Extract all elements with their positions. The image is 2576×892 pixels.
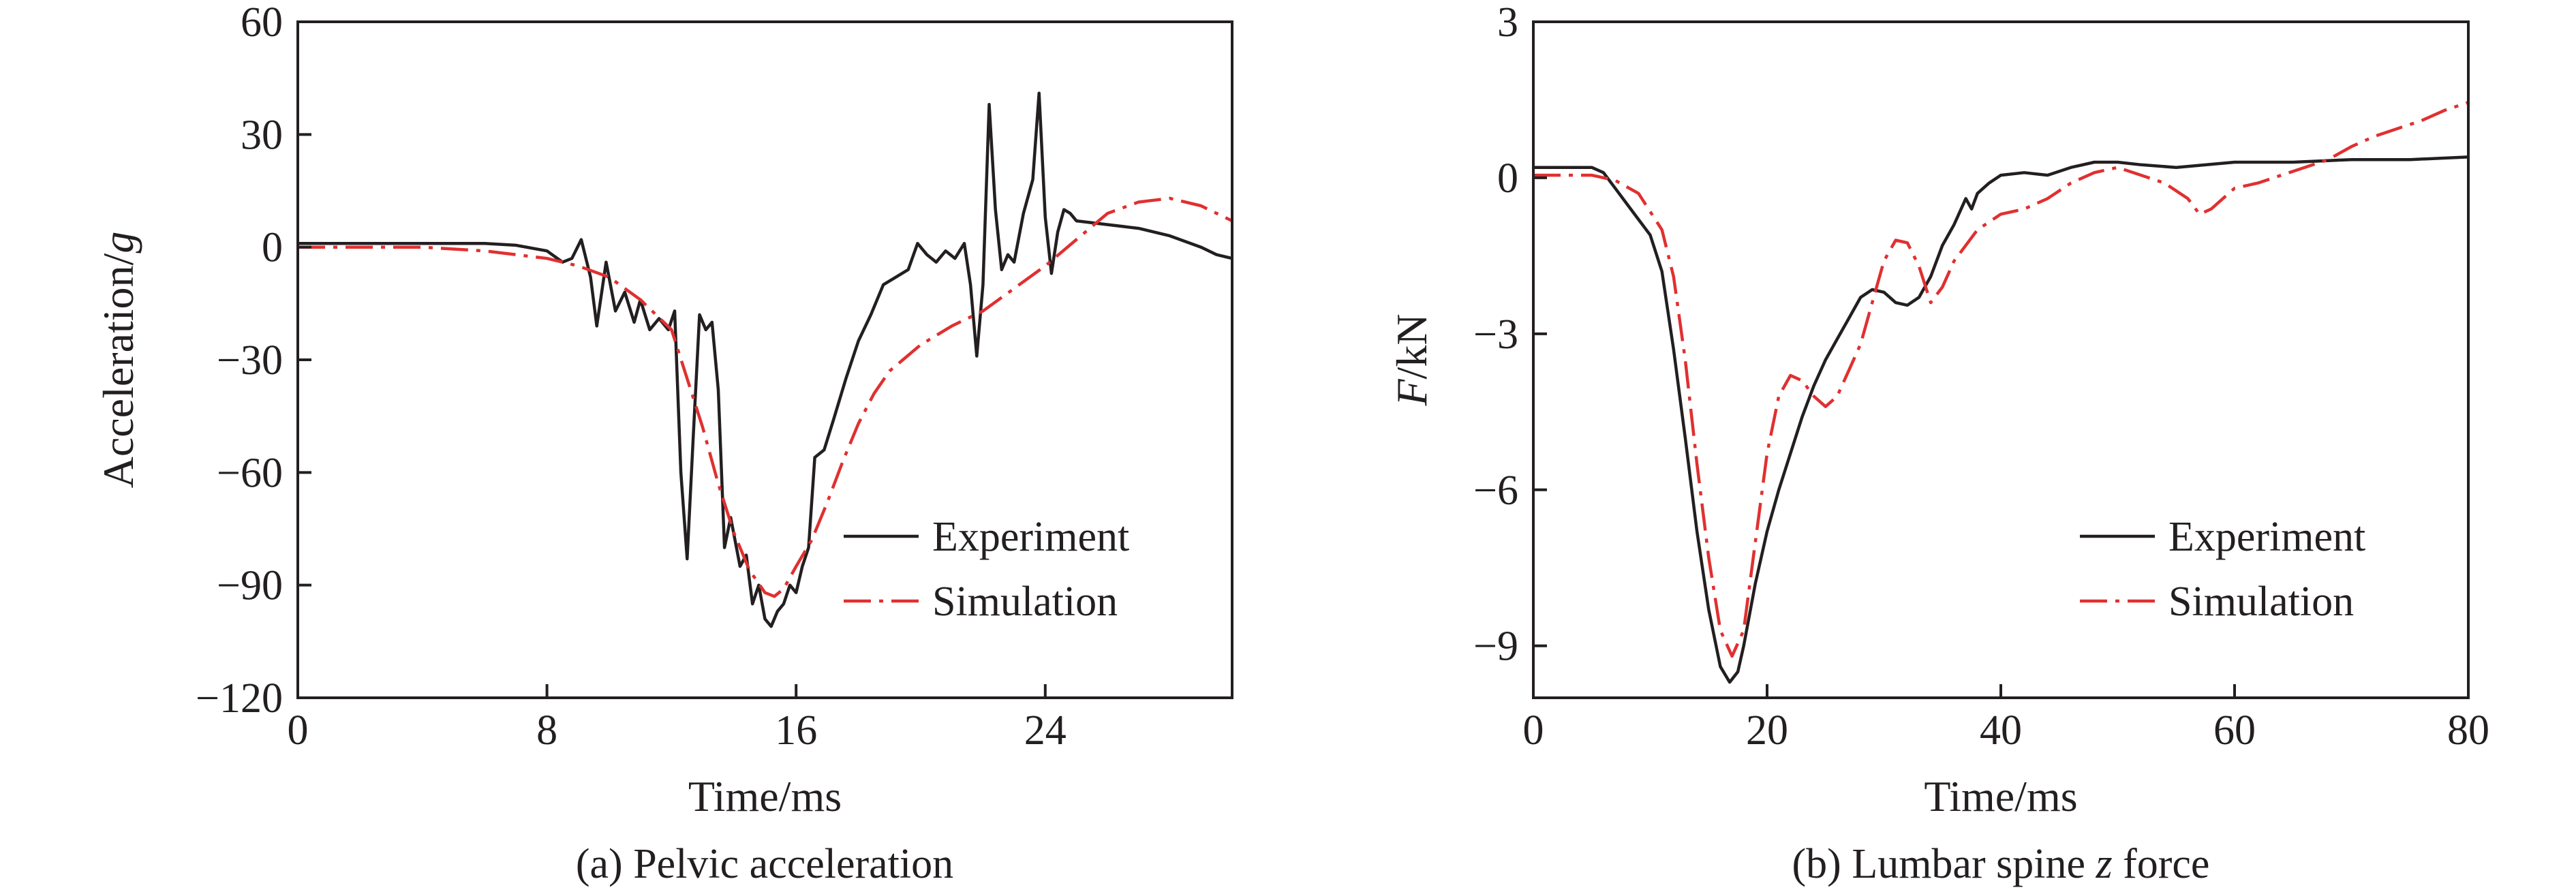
x-tick-label: 0 — [288, 707, 309, 754]
legend-label-simulation: Simulation — [932, 579, 1118, 625]
x-tick-label: 16 — [775, 707, 817, 754]
x-tick-label: 60 — [2213, 707, 2256, 754]
x-tick-label: 20 — [1746, 707, 1788, 754]
caption-variable: z — [2095, 841, 2112, 887]
x-tick-label: 8 — [536, 707, 557, 754]
panel-pelvic-acceleration: 0 8 16 24 60 30 0 −30 −60 −90 −120 Time/ms Accelerat… — [94, 0, 1233, 887]
y-axis-label-variable: F — [1387, 379, 1436, 407]
x-axis-label: Time/ms — [688, 772, 842, 820]
y-axis-label-unit: g — [94, 232, 142, 253]
y-tick-label: −120 — [196, 675, 283, 722]
x-tick-label: 0 — [1523, 707, 1544, 754]
legend-label-experiment: Experiment — [932, 514, 1129, 560]
y-tick-label: 3 — [1497, 0, 1518, 46]
x-tick-label: 24 — [1024, 707, 1067, 754]
series-line-simulation — [298, 196, 1232, 598]
series-line-experiment — [1533, 155, 2468, 684]
legend: Experiment Simulation — [2080, 514, 2365, 625]
figure-caption: (a) Pelvic acceleration — [576, 841, 953, 887]
y-tick-label: −3 — [1473, 311, 1518, 358]
x-tick-label: 40 — [1980, 707, 2022, 754]
x-tick-label: 80 — [2447, 707, 2489, 754]
panel-lumbar-spine-force: 0 20 40 60 80 3 0 −3 −6 −9 Time/ms F/kN (b) Lumbar s… — [1387, 0, 2489, 887]
y-tick-label: −30 — [217, 337, 283, 384]
y-tick-label: −9 — [1473, 624, 1518, 670]
series-line-simulation — [1533, 101, 2468, 658]
series-line-experiment — [298, 91, 1232, 628]
y-tick-label: 0 — [1497, 155, 1518, 202]
y-axis-label: F/kN — [1387, 313, 1436, 406]
figure-caption: (b) Lumbar spine z force — [1792, 841, 2210, 887]
legend-label-simulation: Simulation — [2168, 579, 2354, 625]
y-tick-label: 30 — [241, 112, 283, 158]
y-tick-label: −90 — [217, 563, 283, 609]
y-tick-label: 0 — [262, 225, 283, 271]
legend-label-experiment: Experiment — [2168, 514, 2365, 560]
y-axis-label: Acceleration/g — [94, 232, 142, 489]
legend: Experiment Simulation — [844, 514, 1129, 625]
y-tick-label: −60 — [217, 450, 283, 496]
y-tick-label: 60 — [241, 0, 283, 46]
y-tick-label: −6 — [1473, 467, 1518, 514]
x-axis-label: Time/ms — [1924, 772, 2077, 820]
